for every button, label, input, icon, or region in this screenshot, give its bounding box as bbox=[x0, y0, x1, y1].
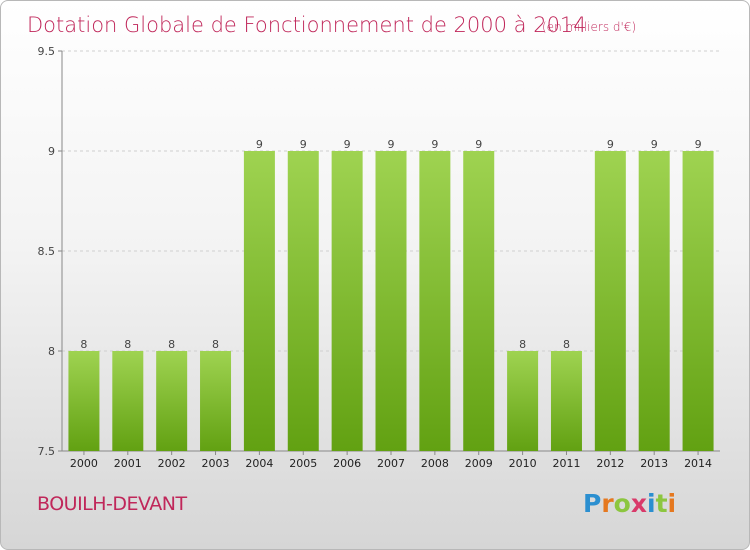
data-label: 9 bbox=[344, 138, 351, 151]
chart-title: Dotation Globale de Fonctionnement de 20… bbox=[27, 13, 587, 37]
data-label: 8 bbox=[124, 338, 131, 351]
logo-letter: x bbox=[630, 489, 647, 518]
bar-2003 bbox=[200, 351, 232, 451]
x-tick-label: 2011 bbox=[552, 457, 580, 470]
bar-2008 bbox=[419, 151, 451, 451]
bar-2006 bbox=[331, 151, 363, 451]
chart-subtitle: (en milliers d'€) bbox=[542, 20, 636, 34]
bar-2007 bbox=[375, 151, 407, 451]
bars bbox=[68, 151, 714, 451]
data-label: 8 bbox=[80, 338, 87, 351]
bar-2012 bbox=[594, 151, 626, 451]
x-tick-label: 2006 bbox=[333, 457, 361, 470]
x-tick-label: 2009 bbox=[465, 457, 493, 470]
y-tick-label: 9 bbox=[48, 145, 55, 158]
bar-2010 bbox=[507, 351, 539, 451]
y-tick-labels: 7.5 8 8.5 9 9.5 bbox=[38, 45, 56, 458]
logo-letter: o bbox=[613, 489, 631, 518]
y-tick-label: 7.5 bbox=[38, 445, 56, 458]
logo-letter: i bbox=[647, 489, 656, 518]
x-tick-label: 2003 bbox=[202, 457, 230, 470]
data-label: 9 bbox=[475, 138, 482, 151]
data-label: 8 bbox=[212, 338, 219, 351]
data-labels: 8 8 8 8 9 9 9 9 9 9 8 8 9 9 9 bbox=[80, 138, 701, 351]
data-label: 9 bbox=[300, 138, 307, 151]
proxiti-logo: Proxiti bbox=[583, 489, 676, 518]
data-label: 9 bbox=[607, 138, 614, 151]
bar-2002 bbox=[156, 351, 188, 451]
x-tick-label: 2005 bbox=[289, 457, 317, 470]
data-label: 8 bbox=[563, 338, 570, 351]
bar-2005 bbox=[287, 151, 319, 451]
data-label: 9 bbox=[388, 138, 395, 151]
y-tick-label: 8 bbox=[48, 345, 55, 358]
bar-2000 bbox=[68, 351, 100, 451]
logo-letter: i bbox=[667, 489, 677, 518]
x-tick-label: 2004 bbox=[245, 457, 273, 470]
logo-letter: r bbox=[601, 489, 614, 518]
x-tick-label: 2008 bbox=[421, 457, 449, 470]
data-label: 9 bbox=[431, 138, 438, 151]
x-tick-label: 2001 bbox=[114, 457, 142, 470]
bar-2014 bbox=[682, 151, 714, 451]
x-tick-labels: 2000 2001 2002 2003 2004 2005 2006 2007 2008 2009… bbox=[70, 457, 712, 470]
x-tick-label: 2010 bbox=[509, 457, 537, 470]
bar-2004 bbox=[243, 151, 275, 451]
y-tick-label: 8.5 bbox=[38, 245, 56, 258]
data-label: 9 bbox=[695, 138, 702, 151]
x-tick-label: 2002 bbox=[158, 457, 186, 470]
logo-letter: t bbox=[655, 489, 668, 518]
x-tick-label: 2014 bbox=[684, 457, 712, 470]
y-tick-label: 9.5 bbox=[38, 45, 56, 58]
bar-2013 bbox=[638, 151, 670, 451]
place-name: BOUILH-DEVANT bbox=[37, 493, 187, 515]
bar-2009 bbox=[463, 151, 495, 451]
data-label: 9 bbox=[256, 138, 263, 151]
data-label: 9 bbox=[651, 138, 658, 151]
logo-letter: P bbox=[583, 489, 602, 518]
x-tick-label: 2013 bbox=[640, 457, 668, 470]
data-label: 8 bbox=[168, 338, 175, 351]
bar-2001 bbox=[112, 351, 144, 451]
x-tick-label: 2012 bbox=[596, 457, 624, 470]
x-tick-label: 2000 bbox=[70, 457, 98, 470]
data-label: 8 bbox=[519, 338, 526, 351]
bar-2011 bbox=[550, 351, 582, 451]
x-tick-label: 2007 bbox=[377, 457, 405, 470]
